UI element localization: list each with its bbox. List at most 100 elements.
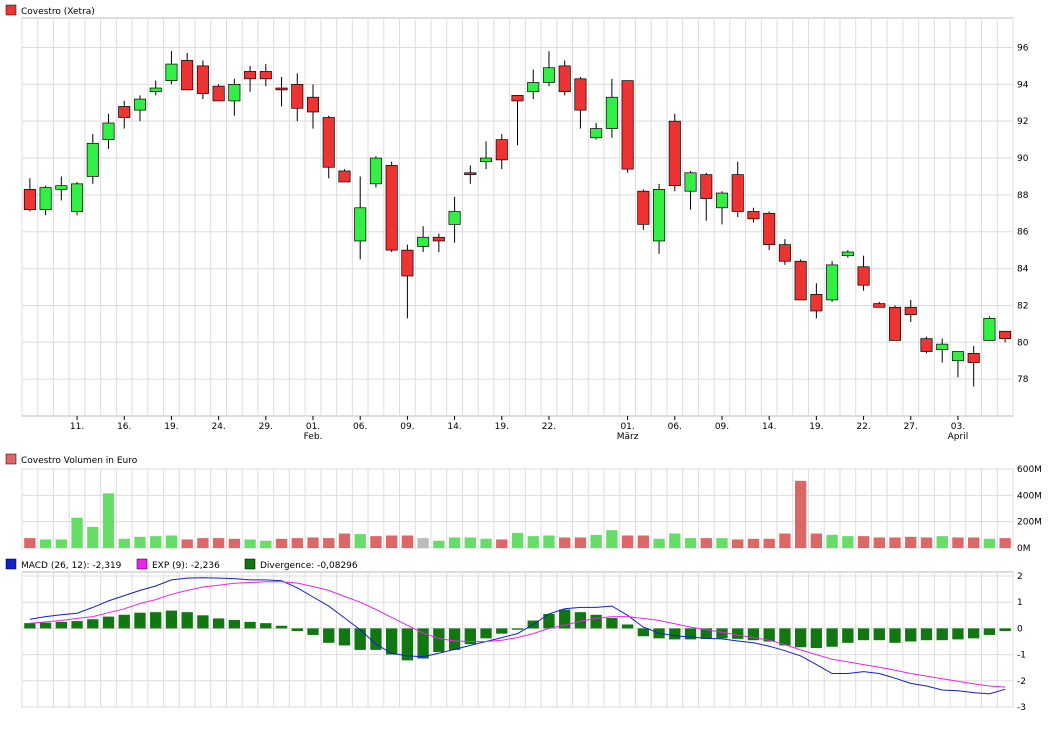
candle-body: [889, 306, 902, 341]
price-x-tick-label: 14.: [447, 422, 461, 432]
volume-bar: [464, 537, 476, 548]
legend-swatch-volume: [5, 453, 17, 465]
divergence-bar: [480, 628, 492, 639]
price-panel: Covestro (Xetra) 78 80 82 84 86 88 90 92 94 96 11…: [5, 4, 1029, 442]
volume-bar: [763, 538, 775, 548]
volume-bar: [511, 532, 524, 548]
price-x-tick-label: 22.: [856, 422, 870, 432]
candle-body: [181, 60, 194, 91]
volume-bar: [134, 536, 146, 548]
macd-line: [29, 577, 1006, 695]
volume-bar: [889, 537, 901, 548]
volume-bar: [732, 539, 744, 548]
price-y-tick-label: 82: [1017, 301, 1028, 311]
divergence-bar: [732, 628, 744, 639]
candle-body: [86, 142, 99, 177]
volume-bar: [150, 536, 162, 548]
divergence-bars: [24, 609, 1011, 661]
candle-body: [653, 189, 666, 242]
divergence-bar: [150, 612, 162, 629]
candle-body: [826, 264, 839, 301]
volume-bar: [606, 530, 618, 548]
volume-bar: [747, 538, 760, 548]
candle-body: [763, 212, 776, 245]
divergence-bar: [118, 614, 130, 629]
price-x-axis: 11. 16. 19. 24. 29. 01. 06. 09. 14. 19. 22. 01. 06. 0…: [70, 416, 968, 442]
candle-body: [794, 260, 807, 301]
candle-body: [920, 338, 933, 352]
divergence-bar: [936, 628, 948, 641]
candle-body: [149, 87, 162, 93]
volume-bar: [307, 537, 319, 548]
divergence-bar: [700, 628, 712, 639]
price-x-tick-label: 01.: [620, 422, 634, 432]
macd-y-axis: -3 -2 -1 0 1 2: [1017, 572, 1026, 713]
candle-body: [291, 83, 304, 109]
divergence-bar: [920, 628, 933, 641]
volume-bar: [102, 493, 115, 548]
candle-body: [605, 96, 618, 129]
volume-bar: [716, 538, 728, 548]
volume-bar: [574, 537, 587, 548]
divergence-bar: [39, 622, 52, 629]
price-x-tick-label: 19.: [809, 422, 823, 432]
volume-y-axis: 0M 200M 400M 600M: [1017, 465, 1042, 554]
price-x-tick-label: 19.: [495, 422, 509, 432]
candle-body: [731, 174, 744, 212]
volume-bar: [55, 539, 67, 548]
divergence-bar: [968, 628, 980, 639]
volume-bar: [228, 538, 241, 548]
volume-bar: [983, 538, 996, 548]
macd-y-tick-label: -3: [1017, 703, 1026, 713]
price-x-tick-label: 14.: [762, 422, 776, 432]
price-y-tick-label: 86: [1017, 228, 1029, 238]
volume-bar: [275, 538, 288, 548]
volume-bar: [71, 517, 83, 548]
candle-body: [196, 65, 209, 94]
candle-body: [432, 236, 445, 242]
price-x-tick-label: 19.: [164, 422, 178, 432]
candle-body: [999, 330, 1012, 339]
volume-bar: [873, 537, 885, 548]
price-y-tick-label: 78: [1017, 375, 1029, 385]
candle-body: [558, 65, 571, 93]
candle-body: [369, 157, 382, 185]
candle-body: [338, 170, 351, 183]
divergence-bar: [401, 628, 414, 661]
volume-bar: [165, 535, 178, 548]
divergence-bar: [433, 628, 445, 652]
divergence-bar: [842, 628, 854, 643]
divergence-bar: [574, 612, 587, 629]
price-y-tick-label: 94: [1017, 80, 1029, 90]
volume-bar: [826, 534, 838, 548]
volume-bar: [118, 538, 130, 548]
price-y-tick-label: 96: [1017, 43, 1029, 53]
volume-bar: [968, 537, 980, 548]
price-y-tick-label: 92: [1017, 117, 1028, 127]
divergence-bar: [684, 628, 697, 640]
divergence-bar: [228, 620, 241, 629]
divergence-bar: [87, 619, 99, 629]
divergence-bar: [275, 625, 288, 629]
volume-bar: [794, 480, 807, 548]
macd-y-tick-label: -2: [1017, 677, 1026, 687]
volume-bar: [496, 539, 508, 548]
volume-y-tick-label: 600M: [1017, 465, 1042, 475]
volume-bar: [779, 533, 791, 548]
price-y-tick-label: 88: [1017, 191, 1029, 201]
volume-bar: [370, 536, 382, 548]
candle-body: [259, 71, 272, 80]
divergence-bar: [669, 628, 681, 640]
candle-body: [118, 106, 131, 118]
candle-body: [747, 211, 760, 220]
price-x-month-label: März: [617, 432, 639, 442]
volume-y-tick-label: 200M: [1017, 518, 1042, 528]
divergence-bar: [873, 628, 885, 641]
price-x-tick-label: 06.: [668, 422, 682, 432]
legend-swatch-exp: [136, 558, 148, 570]
legend-macd: MACD (26, 12): -2,319: [21, 561, 122, 571]
price-x-month-label: Feb.: [304, 432, 323, 442]
volume-bar: [999, 538, 1011, 548]
exp-signal-line: [29, 581, 1006, 688]
volume-bar: [401, 535, 414, 548]
